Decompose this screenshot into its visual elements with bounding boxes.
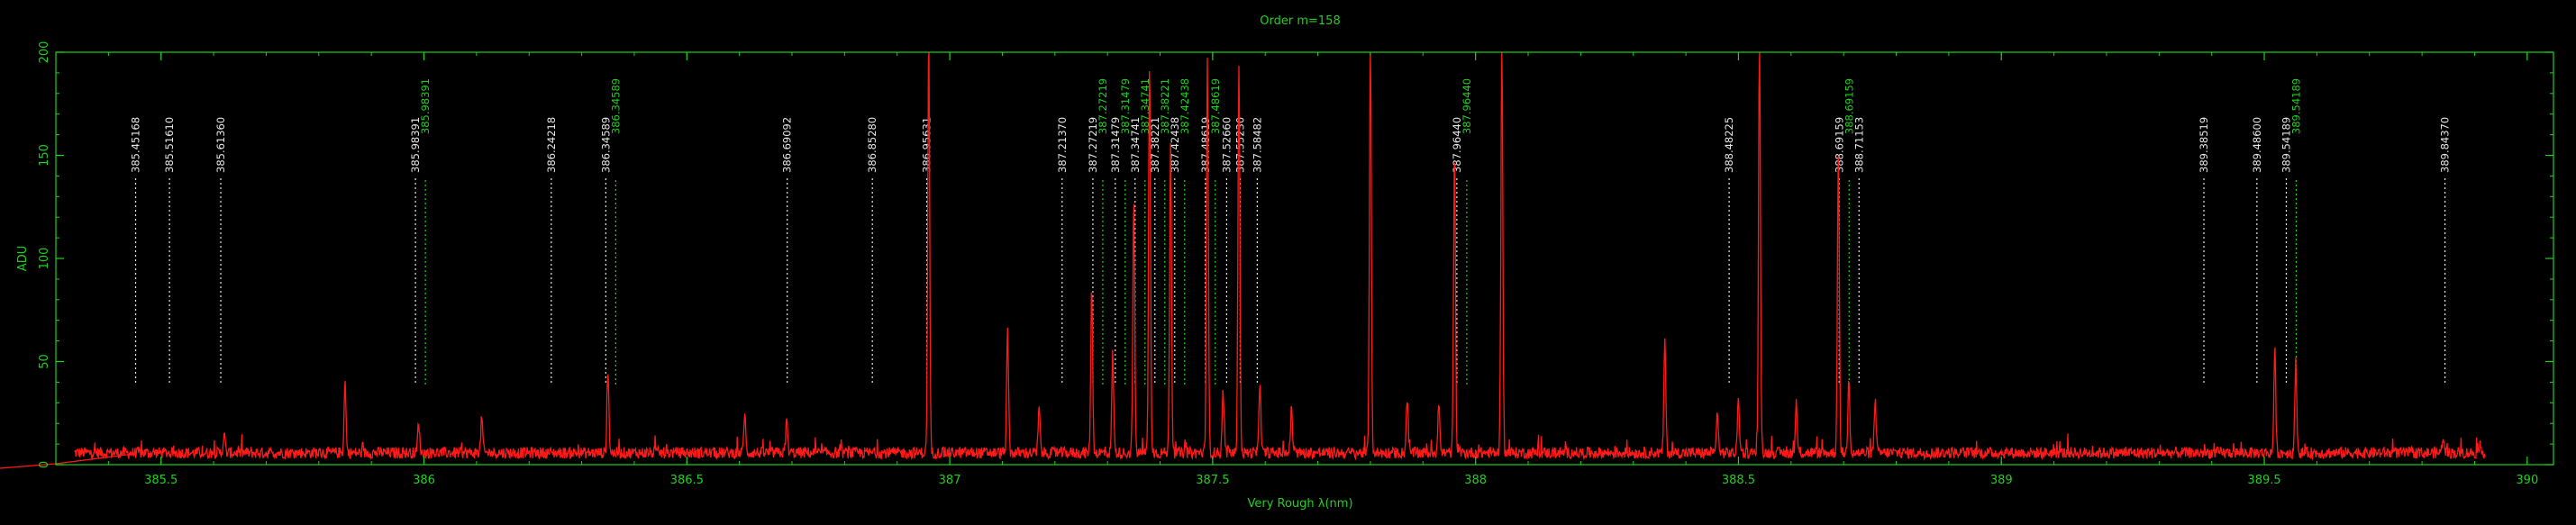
y-tick-label: 50 <box>38 354 51 369</box>
reference-line-label: 387.34741 <box>1139 78 1151 134</box>
reference-line-label: 387.34741 <box>1129 117 1142 173</box>
x-tick-label: 389.5 <box>2247 474 2280 487</box>
x-axis-label: Very Rough λ(nm) <box>1247 497 1352 511</box>
reference-line-label: 387.48619 <box>1209 78 1222 134</box>
reference-line-label: 386.24218 <box>545 117 558 173</box>
reference-line-label: 387.52660 <box>1220 117 1233 173</box>
y-tick-label: 100 <box>38 248 51 270</box>
x-tick-label: 387.5 <box>1196 474 1229 487</box>
reference-line-label: 389.54189 <box>2289 78 2302 134</box>
reference-line-label: 387.27219 <box>1097 78 1109 134</box>
reference-line-label: 385.98391 <box>409 117 422 173</box>
reference-line-label: 387.38221 <box>1149 117 1161 173</box>
reference-line-label: 388.71153 <box>1852 117 1865 173</box>
y-tick-label: 150 <box>38 144 51 167</box>
x-tick-label: 385.5 <box>144 474 177 487</box>
reference-line-label: 385.98391 <box>419 78 432 134</box>
reference-line-label: 387.96440 <box>1461 78 1473 134</box>
y-tick-label: 200 <box>38 41 51 64</box>
reference-line-label: 386.95631 <box>921 117 933 173</box>
reference-line-label: 385.45168 <box>130 117 142 173</box>
x-tick-label: 388.5 <box>1722 474 1755 487</box>
reference-line-label: 388.69159 <box>1833 117 1845 173</box>
chart-title: Order m=158 <box>1260 14 1340 28</box>
reference-line-label: 388.69159 <box>1843 78 1855 134</box>
reference-lines: 385.45168 385.51610 385.61360 385.98391385.… <box>130 78 2452 385</box>
reference-line-label: 387.21370 <box>1056 117 1069 173</box>
reference-line-label: 387.58482 <box>1251 117 1263 173</box>
reference-line-label: 389.38519 <box>2198 117 2210 173</box>
reference-line-label: 386.69092 <box>781 117 794 173</box>
spectrum-series <box>74 51 2486 461</box>
reference-line-label: 387.42438 <box>1179 78 1191 134</box>
reference-line-label: 386.85280 <box>866 117 878 173</box>
x-tick-label: 387 <box>939 474 961 487</box>
axis-ticks: 385.5 386 386.5 387 387.5 388 388.5 389 389.5 390… <box>38 41 2553 487</box>
reference-line-label: 386.34589 <box>599 117 612 173</box>
x-tick-label: 386 <box>413 474 435 487</box>
reference-line-label: 387.42438 <box>1169 117 1181 173</box>
x-tick-label: 390 <box>2516 474 2538 487</box>
x-tick-label: 389 <box>1990 474 2013 487</box>
reference-line-label: 389.54189 <box>2280 117 2292 173</box>
reference-line-label: 388.48225 <box>1723 117 1735 173</box>
x-tick-label: 388 <box>1464 474 1487 487</box>
reference-line-label: 389.48600 <box>2251 117 2263 173</box>
reference-line-label: 387.31479 <box>1109 117 1122 173</box>
reference-line-label: 387.31479 <box>1119 78 1132 134</box>
reference-line-label: 386.34589 <box>609 78 622 134</box>
y-axis-label: ADU <box>16 246 30 271</box>
reference-line-label: 385.51610 <box>163 117 176 173</box>
reference-line-label: 387.96440 <box>1451 117 1463 173</box>
x-tick-label: 386.5 <box>670 474 704 487</box>
reference-line-label: 389.84370 <box>2439 117 2452 173</box>
reference-line-label: 387.27219 <box>1087 117 1099 173</box>
reference-line-label: 385.61360 <box>214 117 227 173</box>
reference-line-label: 387.38221 <box>1159 78 1171 134</box>
y-tick-label: 0 <box>38 461 51 468</box>
